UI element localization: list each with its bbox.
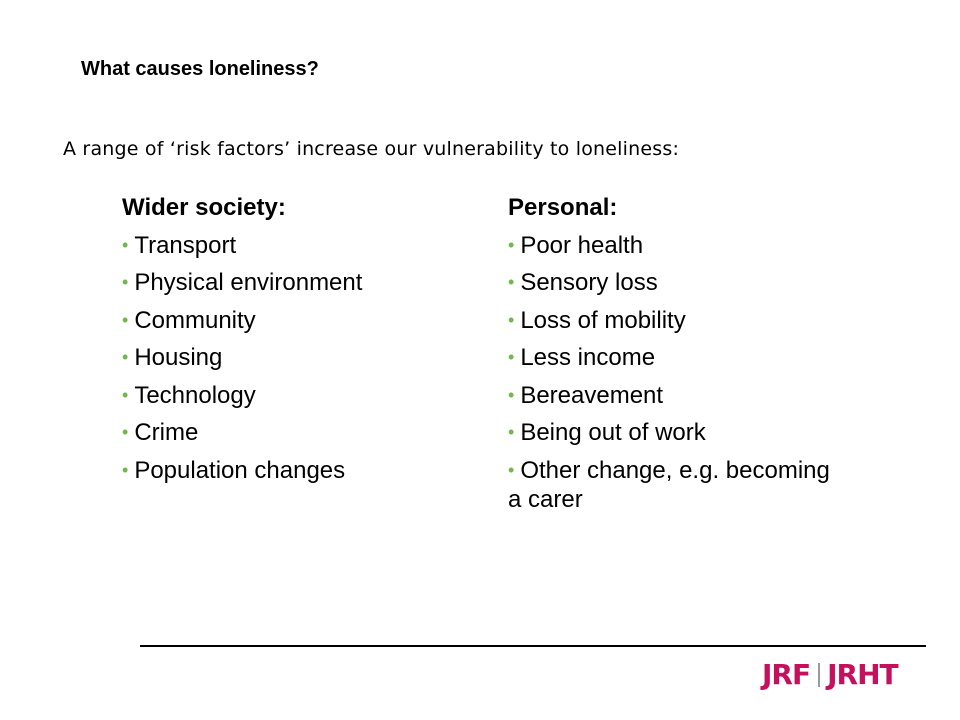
list-item: • Other change, e.g. becoming a carer (508, 452, 838, 514)
list-item-label: Population changes (134, 456, 346, 484)
bullet-icon: • (508, 384, 515, 405)
list-item-label: Poor health (520, 231, 644, 259)
personal-heading: Personal: (508, 194, 618, 221)
personal-list: • Poor health • Sensory loss • Loss of mobi… (508, 227, 838, 514)
wider-society-list: • Transport • Physical environment • Commun… (122, 227, 462, 490)
wider-society-heading: Wider society: (122, 194, 286, 221)
bullet-icon: • (122, 309, 129, 330)
list-item: • Physical environment (122, 264, 462, 302)
slide-title: What causes loneliness? (81, 58, 319, 80)
bullet-icon: • (508, 459, 515, 480)
list-item-label: Crime (134, 419, 199, 446)
list-item-label: Technology (134, 381, 256, 409)
logo-separator (818, 663, 821, 687)
list-item-label: Loss of mobility (520, 306, 686, 334)
bullet-icon: • (122, 384, 129, 405)
bullet-icon: • (122, 234, 129, 255)
list-item: • Population changes (122, 452, 462, 490)
list-item-label: Transport (134, 231, 237, 259)
jrf-jrht-logo: JRF JRHT (762, 658, 899, 691)
list-item-label: Being out of work (520, 419, 706, 446)
list-item: • Bereavement (508, 377, 838, 415)
bullet-icon: • (508, 309, 515, 330)
list-item: • Less income (508, 339, 838, 377)
list-item: • Transport (122, 227, 462, 265)
list-item: • Sensory loss (508, 264, 838, 302)
bullet-icon: • (122, 272, 129, 292)
intro-text: A range of ‘risk factors’ increase our v… (63, 138, 680, 160)
list-item-label: Other change, e.g. becoming a carer (508, 456, 830, 513)
list-item-label: Housing (134, 344, 223, 371)
logo-jrht-text: JRHT (827, 658, 899, 691)
bullet-icon: • (508, 272, 515, 292)
list-item: • Loss of mobility (508, 302, 838, 340)
bullet-icon: • (122, 422, 129, 442)
list-item-label: Bereavement (520, 381, 664, 409)
footer-divider (140, 645, 926, 647)
list-item: • Housing (122, 339, 462, 377)
bullet-icon: • (508, 234, 515, 255)
list-item-label: Physical environment (134, 269, 363, 296)
wider-society-column: Wider society: • Transport • Physical envi… (122, 189, 462, 489)
list-item: • Being out of work (508, 414, 838, 452)
list-item: • Crime (122, 414, 462, 452)
bullet-icon: • (508, 347, 515, 367)
list-item: • Poor health (508, 227, 838, 265)
logo-jrf-text: JRF (762, 658, 811, 691)
bullet-icon: • (508, 422, 515, 442)
list-item-label: Less income (520, 344, 656, 371)
bullet-icon: • (122, 347, 129, 367)
list-item: • Technology (122, 377, 462, 415)
list-item-label: Sensory loss (520, 269, 658, 296)
list-item-label: Community (134, 306, 256, 334)
bullet-icon: • (122, 459, 129, 480)
list-item: • Community (122, 302, 462, 340)
personal-column: Personal: • Poor health • Sensory loss • Lo… (508, 189, 838, 514)
